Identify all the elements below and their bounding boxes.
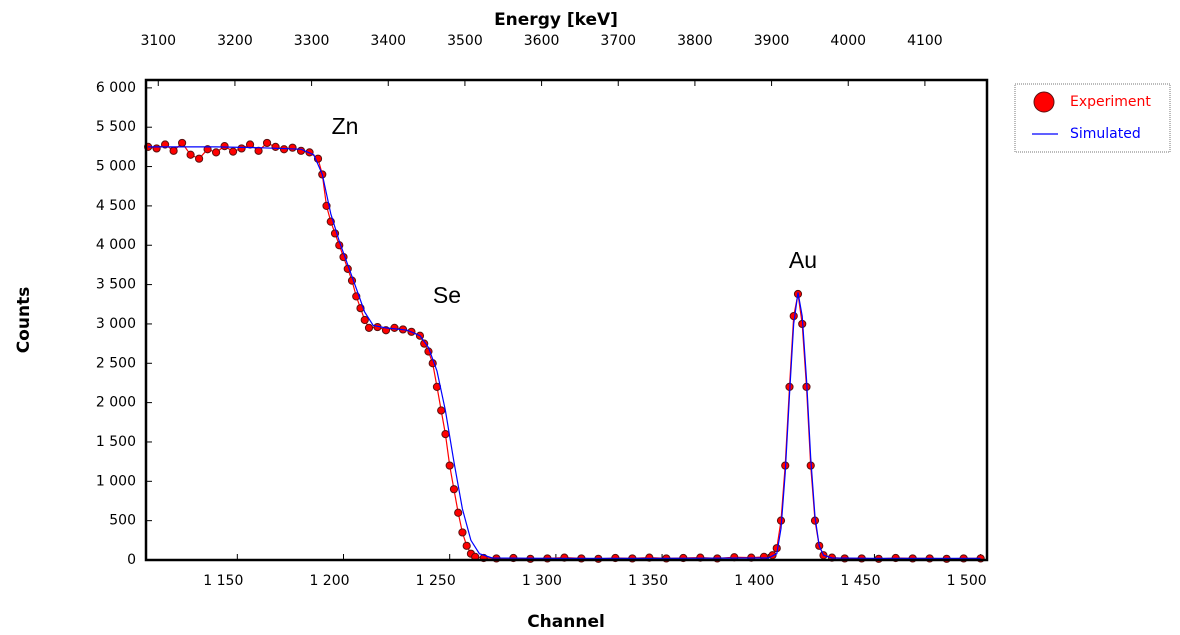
y-tick-label: 6 000 (96, 80, 136, 96)
top-axis-title: Energy [keV] (494, 10, 618, 30)
data-point (458, 528, 467, 537)
annotation: Se (433, 282, 461, 308)
data-point (271, 142, 280, 151)
data-point (262, 138, 272, 148)
y-tick-label: 3 000 (96, 316, 136, 332)
x-tick-label: 1 200 (309, 573, 349, 589)
x-tick-label: 1 250 (416, 573, 456, 589)
data-point (178, 138, 187, 148)
y-tick-label: 1 500 (96, 434, 136, 450)
y-tick-label: 5 000 (96, 159, 136, 175)
top-tick-label: 3700 (600, 33, 636, 49)
data-point (228, 147, 238, 156)
top-tick-label: 3500 (447, 33, 483, 49)
top-tick-label: 3100 (140, 33, 176, 49)
data-point (194, 154, 204, 163)
plot-frame (144, 78, 989, 562)
annotation: Zn (332, 113, 359, 139)
y-tick-label: 500 (109, 513, 136, 529)
top-tick-label: 3800 (677, 33, 713, 49)
y-tick-label: 2 500 (96, 355, 136, 371)
data-point (360, 315, 369, 325)
data-point (789, 311, 798, 321)
y-tick-label: 1 000 (96, 473, 136, 489)
x-tick-label: 1 500 (947, 573, 987, 589)
data-point (454, 508, 463, 517)
data-point (186, 150, 195, 159)
top-tick-label: 3300 (294, 33, 330, 49)
y-axis-title: Counts (14, 287, 34, 354)
top-tick-label: 3900 (754, 33, 790, 49)
y-tick-label: 4 500 (96, 198, 136, 214)
top-tick-label: 3200 (217, 33, 253, 49)
data-point (390, 323, 399, 332)
x-tick-label: 1 350 (628, 573, 668, 589)
data-point (169, 146, 178, 155)
data-point (288, 143, 297, 152)
legend-label: Simulated (1070, 126, 1141, 142)
x-tick-label: 1 300 (522, 573, 562, 589)
data-point (420, 339, 429, 348)
data-point (449, 485, 459, 494)
y-tick-label: 4 000 (96, 237, 136, 253)
x-axis-title: Channel (527, 612, 605, 632)
top-tick-label: 4100 (907, 33, 943, 49)
y-tick-label: 2 000 (96, 395, 136, 411)
data-point (211, 148, 221, 157)
data-point (441, 429, 450, 439)
legend-marker (1033, 91, 1055, 113)
top-tick-label: 3600 (524, 33, 560, 49)
data-point (237, 144, 246, 153)
data-point (445, 461, 454, 470)
y-tick-label: 3 500 (96, 277, 136, 293)
series-line (147, 142, 981, 560)
legend-label: Experiment (1070, 94, 1151, 110)
x-tick-label: 1 150 (203, 573, 243, 589)
y-tick-label: 5 500 (96, 119, 136, 135)
y-tick-label: 0 (127, 552, 136, 568)
top-tick-label: 4000 (830, 33, 866, 49)
data-point (437, 406, 446, 415)
data-point (364, 323, 374, 332)
x-tick-label: 1 450 (840, 573, 880, 589)
x-tick-label: 1 400 (734, 573, 774, 589)
top-tick-label: 3400 (370, 33, 406, 49)
data-point (152, 144, 161, 153)
data-point (462, 541, 471, 550)
series-line (148, 146, 981, 559)
data-point (220, 141, 229, 151)
annotation: Au (789, 247, 817, 273)
